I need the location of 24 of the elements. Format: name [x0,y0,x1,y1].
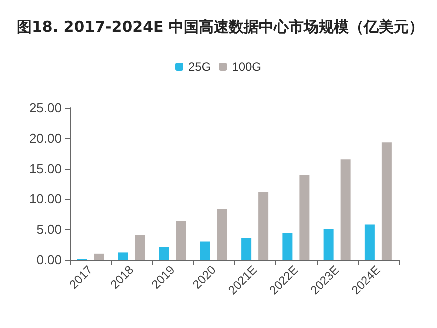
legend-label: 100G [232,60,262,74]
bar [135,235,146,260]
chart-title: 图18. 2017-2024E 中国高速数据中心市场规模（亿美元） [17,18,424,36]
bar [300,175,310,260]
bar [282,233,293,260]
bar [382,142,392,260]
bar [340,160,351,260]
y-tick-label: 5.00 [36,222,62,238]
bar [364,224,375,260]
legend-label: 25G [188,60,212,74]
bar [176,221,186,260]
bar [94,254,104,260]
bar [324,228,334,260]
bar [242,238,252,260]
y-tick-label: 25.00 [29,100,62,116]
bar [118,252,128,260]
y-tick-label: 20.00 [29,130,62,146]
bar [159,247,170,260]
bar [217,210,228,260]
y-tick-label: 15.00 [29,161,62,176]
y-tick-label: 10.00 [29,192,62,207]
y-tick-label: 0.00 [36,252,62,268]
bar [258,192,269,260]
bar [200,242,210,260]
